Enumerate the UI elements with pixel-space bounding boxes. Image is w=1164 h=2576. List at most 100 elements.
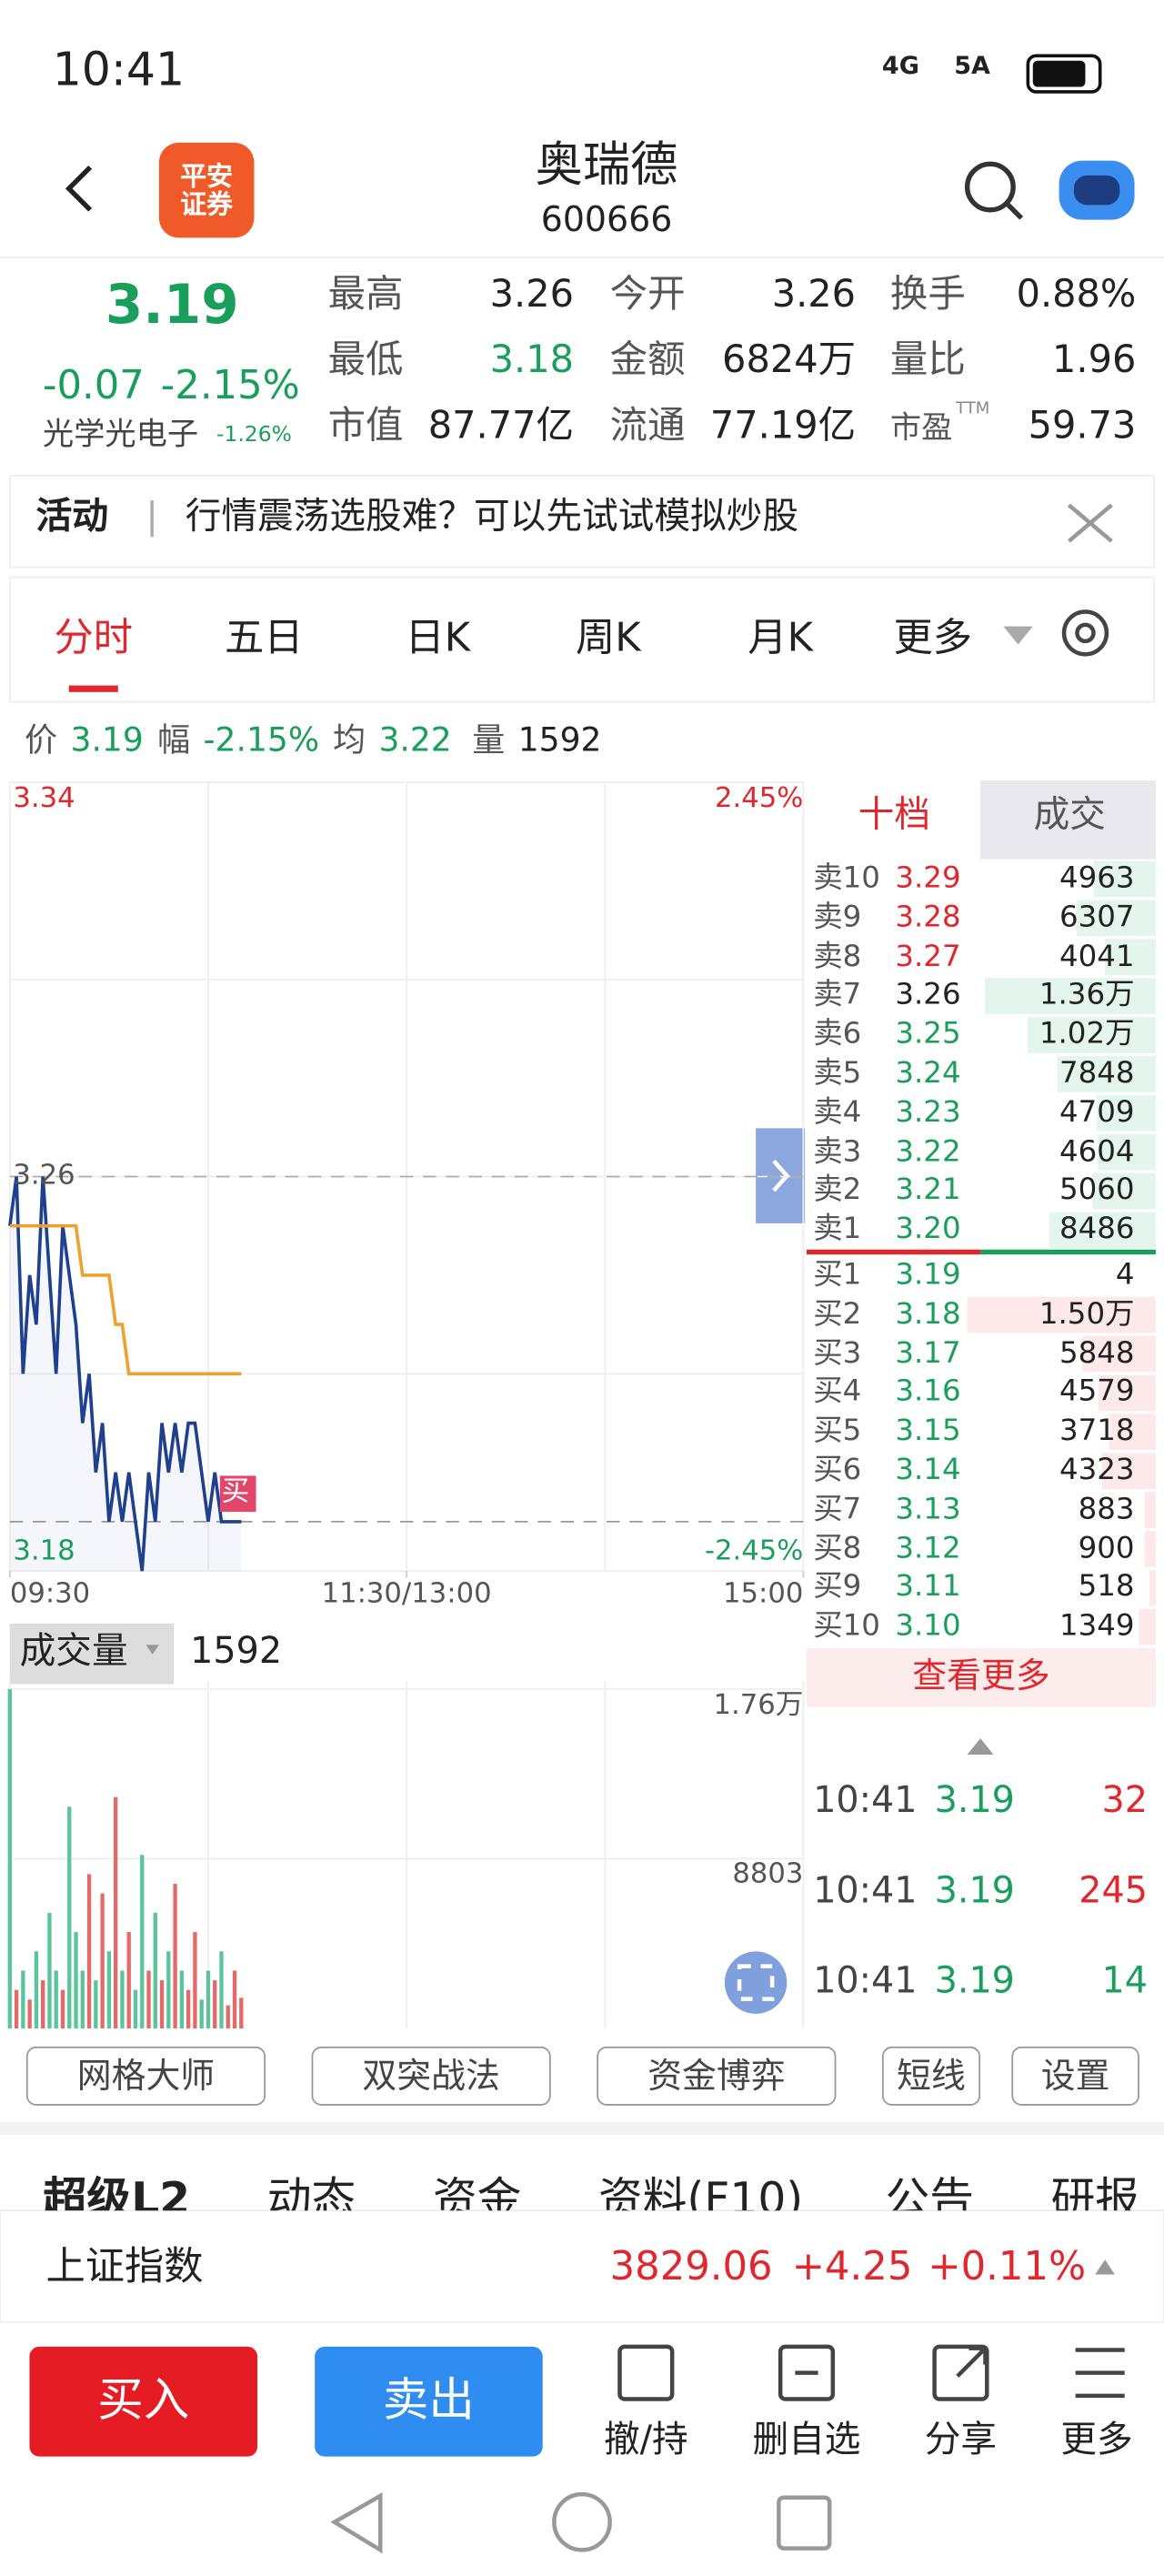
volume-bar xyxy=(199,1999,204,2029)
action-label[interactable]: 撤/持 xyxy=(603,2420,688,2462)
stat-value: 77.19亿 xyxy=(709,405,857,448)
status-net: 5A xyxy=(954,50,990,81)
search-icon[interactable] xyxy=(964,161,1016,213)
volume-bar xyxy=(80,1970,85,2029)
y-tick-label: 3.18 xyxy=(13,1535,75,1568)
book-volume: 900 xyxy=(1078,1531,1135,1565)
dropdown-icon[interactable] xyxy=(146,1645,159,1655)
line-0 xyxy=(8,1176,242,1572)
book-volume: 1.36万 xyxy=(1039,978,1135,1013)
volume-current: 1592 xyxy=(190,1631,283,1673)
volume-bar xyxy=(7,1688,12,2029)
book-volume: 7848 xyxy=(1059,1056,1135,1091)
depth-bar xyxy=(1109,1414,1156,1451)
book-volume: 4 xyxy=(1115,1257,1135,1293)
volume-title[interactable]: 成交量 xyxy=(19,1631,128,1673)
book-price: 3.20 xyxy=(895,1212,961,1247)
book-price: 3.29 xyxy=(895,860,961,896)
price: 3.19 xyxy=(105,272,239,337)
section-tab[interactable]: 动态 xyxy=(266,2174,356,2211)
book-name: 买4 xyxy=(813,1374,862,1410)
collapse-icon[interactable] xyxy=(1095,2259,1115,2275)
tab[interactable]: 日K xyxy=(405,615,471,661)
sector[interactable]: 光学光电子 xyxy=(42,416,199,453)
index-name[interactable]: 上证指数 xyxy=(45,2243,204,2289)
book-tab-bg xyxy=(980,780,1156,860)
tab[interactable]: 五日 xyxy=(224,615,304,661)
book-name: 卖4 xyxy=(813,1094,862,1130)
tab[interactable]: 更多 xyxy=(893,615,973,661)
settings-icon[interactable] xyxy=(1061,609,1109,657)
book-volume: 883 xyxy=(1078,1492,1135,1527)
section-tab[interactable]: 资金 xyxy=(432,2174,522,2211)
book-volume: 4709 xyxy=(1059,1094,1135,1130)
tool-button[interactable]: 设置 xyxy=(1011,2046,1139,2106)
volume-bar xyxy=(113,1796,118,2029)
tab[interactable]: 分时 xyxy=(54,615,134,661)
tool-button[interactable]: 网格大师 xyxy=(25,2046,266,2106)
trade-volume: 245 xyxy=(1079,1871,1148,1913)
change: -0.07 xyxy=(42,362,145,408)
volume-bar xyxy=(126,1932,131,2029)
buy-label[interactable]: 买入 xyxy=(97,2372,190,2428)
book-name: 卖9 xyxy=(813,900,862,935)
book-price: 3.16 xyxy=(895,1374,961,1410)
banner-text[interactable]: 行情震荡选股难？可以先试试模拟炒股 xyxy=(185,497,799,538)
section-tab[interactable]: 超级L2 xyxy=(42,2174,191,2211)
depth-bar xyxy=(1105,939,1156,975)
banner-box xyxy=(8,474,1156,569)
dropdown-icon[interactable] xyxy=(1003,626,1033,645)
scroll-up-icon[interactable] xyxy=(967,1737,994,1756)
back-icon[interactable] xyxy=(65,165,93,212)
depth-bar xyxy=(1082,1335,1156,1373)
status-time: 10:41 xyxy=(52,42,186,97)
depth-bar xyxy=(1139,1608,1156,1645)
tool-button[interactable]: 双突战法 xyxy=(311,2046,551,2106)
volume-bar xyxy=(179,1970,185,2029)
spacer xyxy=(0,2121,1164,2136)
volume-bar xyxy=(232,1970,237,2029)
book-volume: 1.02万 xyxy=(1039,1017,1135,1052)
tool-button[interactable]: 资金博弈 xyxy=(597,2046,837,2106)
nav-recent[interactable] xyxy=(777,2495,832,2551)
buy-button[interactable] xyxy=(29,2346,258,2457)
close-icon[interactable] xyxy=(1067,503,1113,543)
book-tab[interactable]: 成交 xyxy=(1033,795,1107,837)
section-tab[interactable]: 资料(F10) xyxy=(598,2174,804,2211)
expand-icon[interactable] xyxy=(724,1951,788,2014)
change-pct: -2.15% xyxy=(160,362,300,408)
tab[interactable]: 周K xyxy=(576,615,641,661)
action-label[interactable]: 更多 xyxy=(1060,2420,1133,2462)
depth-bar xyxy=(1098,1133,1156,1171)
sell-button[interactable] xyxy=(315,2346,543,2457)
tab[interactable]: 月K xyxy=(748,615,813,661)
trade-time: 10:41 xyxy=(813,1961,918,2003)
book-price: 3.15 xyxy=(895,1414,961,1449)
volume-bar xyxy=(21,1970,25,2029)
action-label[interactable]: 分享 xyxy=(924,2420,998,2462)
book-tab[interactable]: 十档 xyxy=(858,795,931,837)
section-tab[interactable]: 研报 xyxy=(1050,2174,1139,2211)
tool-button[interactable]: 短线 xyxy=(881,2046,981,2106)
x-tick-label: 15:00 xyxy=(723,1577,804,1611)
book-price: 3.21 xyxy=(895,1172,961,1208)
book-name: 买5 xyxy=(813,1414,862,1449)
volume-bar xyxy=(140,1855,145,2029)
section-tab[interactable]: 公告 xyxy=(885,2174,974,2211)
action-icons xyxy=(617,2344,1125,2401)
nav-home[interactable] xyxy=(552,2491,612,2552)
sell-label[interactable]: 卖出 xyxy=(382,2372,475,2428)
volume-bar xyxy=(106,1951,112,2029)
more-link[interactable]: 查看更多 xyxy=(912,1655,1050,1696)
logo xyxy=(158,142,255,238)
trade-volume: 32 xyxy=(1101,1780,1148,1822)
book-price: 3.22 xyxy=(895,1133,961,1169)
tab-box xyxy=(8,576,1156,703)
stock-code: 600666 xyxy=(540,199,673,240)
nav-back[interactable] xyxy=(330,2492,383,2554)
handle[interactable] xyxy=(756,1128,806,1223)
book-name: 买3 xyxy=(813,1335,862,1371)
settings-icon xyxy=(1075,622,1096,644)
action-label[interactable]: 删自选 xyxy=(752,2420,861,2462)
